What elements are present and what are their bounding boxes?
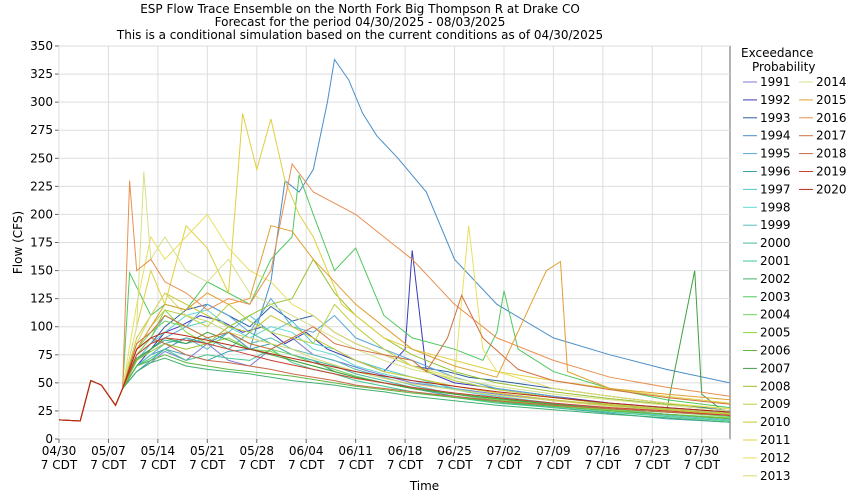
x-tick-label-time: 7 CDT [535, 458, 572, 472]
legend-label-1998: 1998 [760, 200, 791, 214]
y-axis-label: Flow (CFS) [11, 211, 25, 274]
y-tick-label: 0 [45, 432, 53, 446]
y-tick-label: 150 [30, 264, 53, 278]
legend-label-2008: 2008 [760, 379, 791, 393]
legend-label-2014: 2014 [816, 75, 847, 89]
legend-label-2010: 2010 [760, 415, 791, 429]
y-tick-label: 250 [30, 151, 53, 165]
x-tick-label: 05/21 [190, 444, 225, 458]
legend-label-1996: 1996 [760, 165, 791, 179]
x-tick-label-time: 7 CDT [684, 458, 721, 472]
legend-label-2005: 2005 [760, 326, 791, 340]
legend-label-1991: 1991 [760, 75, 791, 89]
y-tick-label: 225 [30, 179, 53, 193]
legend-label-2004: 2004 [760, 308, 791, 322]
legend-label-2006: 2006 [760, 344, 791, 358]
x-tick-label: 05/07 [91, 444, 126, 458]
series-line-2020 [59, 331, 730, 422]
legend-label-1997: 1997 [760, 182, 791, 196]
legend-label-2012: 2012 [760, 451, 791, 465]
y-tick-label: 175 [30, 236, 53, 250]
x-tick-label-time: 7 CDT [337, 458, 374, 472]
y-tick-label: 125 [30, 292, 53, 306]
legend-title: Exceedance [741, 46, 813, 60]
y-tick-label: 275 [30, 123, 53, 137]
y-tick-label: 350 [30, 39, 53, 53]
legend-label-2017: 2017 [816, 129, 847, 143]
x-tick-label: 05/14 [141, 444, 176, 458]
x-tick-label: 06/25 [437, 444, 472, 458]
x-tick-label-time: 7 CDT [288, 458, 325, 472]
x-tick-label-time: 7 CDT [436, 458, 473, 472]
legend-label-2011: 2011 [760, 433, 791, 447]
legend-label-2016: 2016 [816, 111, 847, 125]
x-axis-label: Time [409, 479, 439, 493]
legend-label-1995: 1995 [760, 147, 791, 161]
x-tick-label: 07/30 [684, 444, 719, 458]
chart-title: ESP Flow Trace Ensemble on the North For… [140, 2, 580, 16]
x-tick-label-time: 7 CDT [239, 458, 276, 472]
x-tick-label-time: 7 CDT [41, 458, 78, 472]
legend-label-2003: 2003 [760, 290, 791, 304]
y-tick-label: 200 [30, 207, 53, 221]
y-tick-label: 25 [38, 404, 53, 418]
legend-label-2015: 2015 [816, 93, 847, 107]
legend-label-1994: 1994 [760, 129, 791, 143]
x-tick-label: 04/30 [42, 444, 77, 458]
x-tick-label: 07/16 [586, 444, 621, 458]
x-tick-label: 07/09 [536, 444, 571, 458]
x-tick-label-time: 7 CDT [634, 458, 671, 472]
x-tick-label-time: 7 CDT [585, 458, 622, 472]
legend-label-2000: 2000 [760, 236, 791, 250]
y-tick-label: 100 [30, 320, 53, 334]
legend-label-1993: 1993 [760, 111, 791, 125]
x-tick-label: 07/23 [635, 444, 670, 458]
x-tick-label-time: 7 CDT [140, 458, 177, 472]
x-tick-label: 06/18 [388, 444, 423, 458]
x-tick-label: 07/02 [487, 444, 522, 458]
x-tick-label: 06/11 [338, 444, 373, 458]
y-tick-label: 50 [38, 376, 53, 390]
y-tick-label: 75 [38, 348, 53, 362]
legend-label-2009: 2009 [760, 397, 791, 411]
x-tick-label-time: 7 CDT [387, 458, 424, 472]
x-tick-label-time: 7 CDT [486, 458, 523, 472]
y-tick-label: 325 [30, 67, 53, 81]
chart-subtitle-period: Forecast for the period 04/30/2025 - 08/… [214, 15, 506, 29]
x-tick-label: 06/04 [289, 444, 324, 458]
legend-label-2018: 2018 [816, 147, 847, 161]
x-tick-label-time: 7 CDT [90, 458, 127, 472]
legend-label-2020: 2020 [816, 182, 847, 196]
legend-label-2001: 2001 [760, 254, 791, 268]
x-tick-label: 05/28 [239, 444, 274, 458]
legend-label-2019: 2019 [816, 165, 847, 179]
legend-title-2: Probability [752, 60, 815, 74]
y-tick-label: 300 [30, 95, 53, 109]
legend-label-2007: 2007 [760, 361, 791, 375]
legend-label-2002: 2002 [760, 272, 791, 286]
legend-label-1992: 1992 [760, 93, 791, 107]
legend-label-2013: 2013 [760, 469, 791, 483]
x-tick-label-time: 7 CDT [189, 458, 226, 472]
legend-label-1999: 1999 [760, 218, 791, 232]
chart-subtitle-condition: This is a conditional simulation based o… [116, 28, 604, 42]
